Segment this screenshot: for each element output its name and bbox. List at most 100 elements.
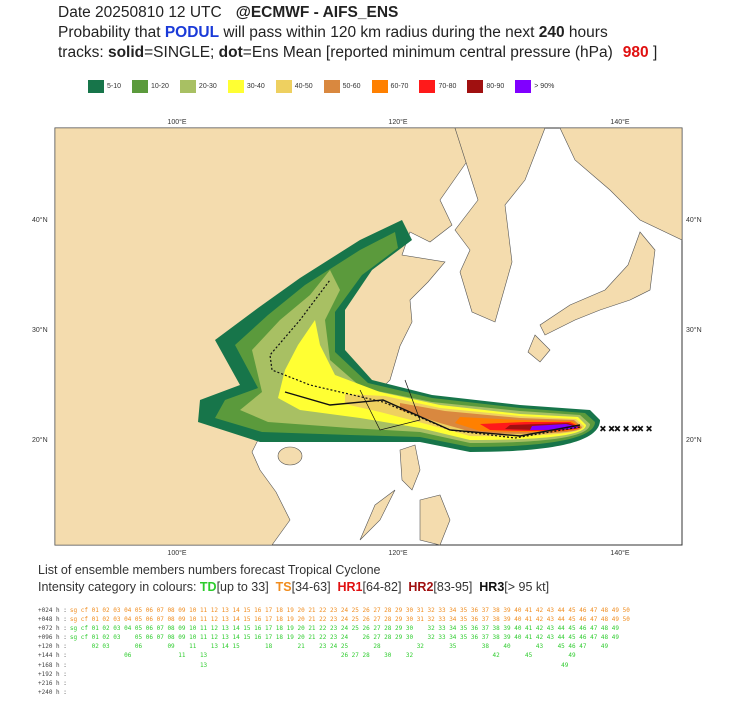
members-row: +096 h : sg cf 01 02 03 05 06 07 08 09 10… (38, 633, 630, 642)
row-label: +072 h : (38, 625, 67, 633)
header-line: Probability that PODUL will pass within … (58, 24, 608, 42)
intensity-text: [up to 33] (216, 580, 276, 594)
legend-label: 70-80 (438, 83, 457, 90)
header-text: Probability that (58, 24, 165, 41)
intensity-text: HR1 (337, 580, 363, 594)
tracks: × ×× × ×× × (269, 279, 653, 439)
lat-label: 20°N (32, 436, 48, 444)
legend-swatch (467, 80, 484, 93)
legend-item: > 90% (515, 80, 554, 93)
lon-label: 100°E (167, 549, 186, 557)
row-label: +048 h : (38, 616, 67, 624)
future-positions: × ×× × ×× × (600, 424, 653, 436)
row-members: 13 49 (69, 661, 569, 669)
probability-swath (198, 220, 600, 452)
members-row: +120 h : 02 03 06 09 11 13 14 15 18 21 2… (38, 642, 630, 651)
legend-label: 40-50 (294, 83, 313, 90)
members-row: +168 h : 13 49 (38, 661, 630, 670)
header-line: tracks: solid=SINGLE; dot=Ens Mean [repo… (58, 44, 657, 62)
header-text: ] (648, 44, 658, 61)
legend-label: 50-60 (342, 83, 361, 90)
header-text: dot (218, 44, 243, 61)
legend-swatch (132, 80, 149, 93)
header-text: =Ens Mean [reported minimum central pres… (242, 44, 613, 61)
row-members: sg cf 01 02 03 05 06 07 08 09 10 11 12 1… (69, 634, 619, 642)
intensity-text: [34-63] (291, 580, 338, 594)
header-text: PODUL (164, 24, 220, 41)
intensity-line: Intensity category in colours: TD[up to … (38, 580, 549, 594)
legend-item: 50-60 (323, 80, 361, 93)
intensity-text: HR2 (408, 580, 434, 594)
intensity-text: HR3 (479, 580, 505, 594)
row-label: +192 h : (38, 670, 67, 678)
row-label: +216 h : (38, 679, 67, 687)
header-text: hours (564, 24, 608, 41)
lat-label: 40°N (32, 216, 48, 224)
map: × ×× × ×× × 100°E 100°E 120°E 120°E 140°E 140… (32, 118, 702, 557)
row-members: sg cf 01 02 03 04 05 06 07 08 09 10 11 1… (69, 616, 630, 624)
row-members: 02 03 06 09 11 13 14 15 18 21 23 24 25 2… (69, 643, 609, 651)
members-row: +048 h : sg cf 01 02 03 04 05 06 07 08 09… (38, 615, 630, 624)
legend-label: 30-40 (246, 83, 265, 90)
legend-swatch (88, 80, 104, 93)
intensity-text: [64-82] (362, 580, 409, 594)
lat-label: 40°N (686, 216, 702, 224)
row-label: +120 h : (38, 643, 67, 651)
legend-item: 20-30 (179, 80, 217, 93)
legend-label: 10-20 (151, 83, 169, 90)
legend-item: 60-70 (371, 80, 409, 93)
lat-label: 30°N (686, 326, 702, 334)
intensity-text: Intensity category in colours: (38, 580, 200, 594)
members-row: +216 h : (38, 679, 630, 688)
row-members: 06 11 13 26 27 28 30 32 42 45 49 (69, 652, 576, 660)
intensity-text: TS (275, 580, 292, 594)
lon-label: 140°E (610, 118, 629, 126)
legend-swatch (323, 80, 340, 93)
lon-label: 120°E (388, 549, 407, 557)
intensity-text: [83-95] (433, 580, 480, 594)
members-table: +024 h : sg cf 01 02 03 04 05 06 07 08 09… (38, 606, 630, 697)
row-label: +168 h : (38, 661, 67, 669)
lon-label: 100°E (167, 118, 186, 126)
row-label: +096 h : (38, 634, 67, 642)
footer-title: List of ensemble members numbers forecas… (38, 563, 381, 577)
legend-swatch (275, 80, 292, 93)
header-text: 240 (538, 24, 565, 41)
legend-swatch (371, 80, 388, 93)
header-text: tracks: (58, 44, 108, 61)
legend-swatch (515, 80, 532, 93)
members-row: +144 h : 06 11 13 26 27 28 30 32 42 45 4… (38, 651, 630, 660)
members-row: +240 h : (38, 688, 630, 697)
lon-label: 140°E (610, 549, 629, 557)
legend-swatch (419, 80, 436, 93)
header-line: Date 20250810 12 UTC @ECMWF - AIFS_ENS (58, 4, 398, 22)
graticule: 100°E 100°E 120°E 120°E 140°E 140°E 40°N 40°N 30… (32, 118, 702, 557)
row-label: +144 h : (38, 652, 67, 660)
members-row: +072 h : sg cf 01 02 03 04 05 06 07 08 09… (38, 624, 630, 633)
legend-label: 80-90 (486, 83, 505, 90)
row-label: +024 h : (38, 607, 67, 614)
row-label: +240 h : (38, 688, 67, 696)
row-members: sg cf 01 02 03 04 05 06 07 08 09 10 11 1… (69, 625, 619, 633)
header-text: Date 20250810 12 UTC (58, 4, 222, 21)
legend-item: 70-80 (419, 80, 456, 93)
legend-item: 80-90 (467, 80, 504, 93)
header-text: =SINGLE; (144, 44, 219, 61)
row-members: sg cf 01 02 03 04 05 06 07 08 09 10 11 1… (69, 607, 630, 614)
lon-label: 120°E (388, 118, 407, 126)
legend-label: 20-30 (198, 83, 217, 90)
lat-label: 20°N (686, 436, 702, 444)
intensity-text: [> 95 kt] (504, 580, 550, 594)
lat-label: 30°N (32, 326, 48, 334)
legend-swatch (227, 80, 244, 93)
legend-label: > 90% (534, 83, 555, 90)
members-row: +024 h : sg cf 01 02 03 04 05 06 07 08 09… (38, 606, 630, 615)
legend-label: 5-10 (107, 83, 122, 90)
header-text: will pass within 120 km radius during th… (219, 24, 539, 41)
svg-text:× ×× × ×× ×: × ×× × ×× × (600, 424, 652, 435)
intensity-text: TD (199, 580, 217, 594)
header-text: @ECMWF - AIFS_ENS (235, 4, 399, 21)
legend-label: 60-70 (390, 83, 409, 90)
legend-item: 10-20 (132, 80, 169, 93)
